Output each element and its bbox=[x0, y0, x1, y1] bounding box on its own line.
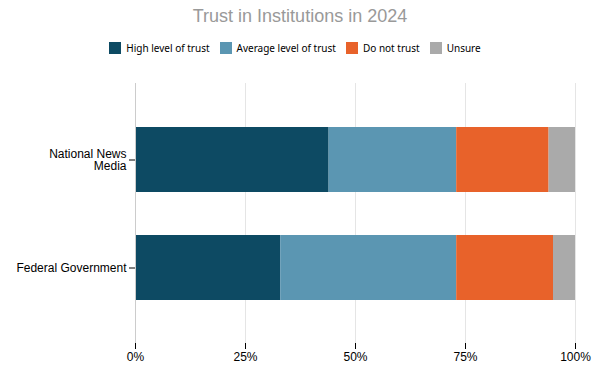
svg-text:50%: 50% bbox=[343, 350, 367, 364]
svg-text:100%: 100% bbox=[560, 350, 591, 364]
html-text:Unsure: Unsure bbox=[446, 40, 481, 55]
svg-text:0%: 0% bbox=[127, 350, 145, 364]
html-text:Do not trust: Do not trust bbox=[362, 40, 420, 55]
html-text:Trust in Institutions in 2024: Trust in Institutions in 2024 bbox=[192, 6, 408, 26]
html-text:High level of trust: High level of trust bbox=[126, 40, 210, 55]
svg-text:75%: 75% bbox=[453, 350, 477, 364]
svg-text:25%: 25% bbox=[233, 350, 257, 364]
svg-text:National NewsMedia: National NewsMedia bbox=[49, 147, 127, 173]
svg-text:Federal Government: Federal Government bbox=[16, 261, 127, 275]
html-text:Average level of trust: Average level of trust bbox=[236, 40, 336, 55]
